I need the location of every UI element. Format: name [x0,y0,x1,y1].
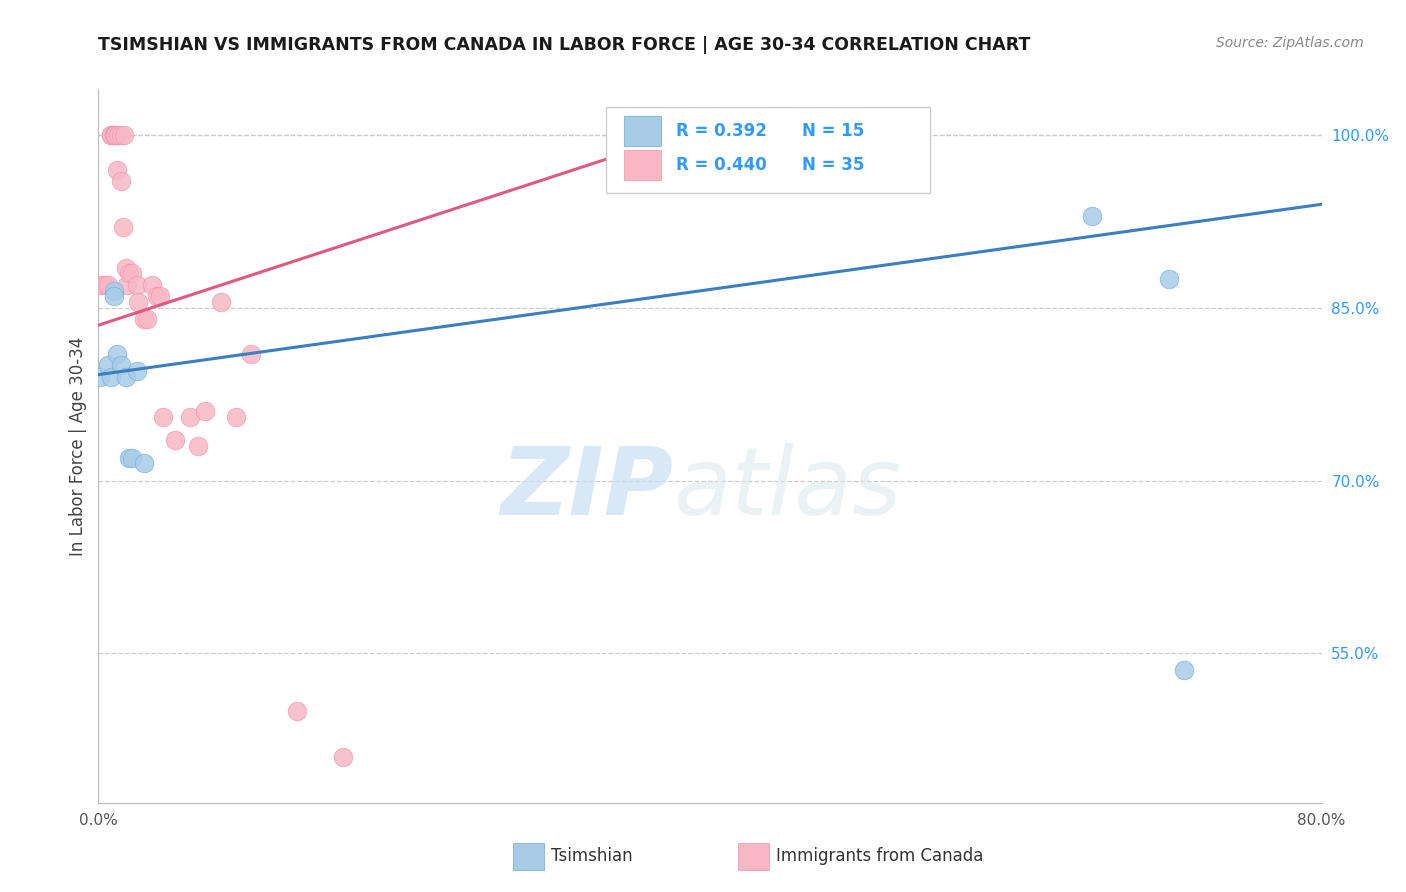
Point [152,410,174,425]
Text: N = 15: N = 15 [801,122,865,140]
Point [125,364,148,378]
Point [1173,664,1195,678]
Text: TSIMSHIAN VS IMMIGRANTS FROM CANADA IN LABOR FORCE | AGE 30-34 CORRELATION CHART: TSIMSHIAN VS IMMIGRANTS FROM CANADA IN L… [98,36,1031,54]
Point [134,312,156,326]
Bar [624,150,661,180]
Point [105,162,128,177]
Point [134,456,156,470]
Point [179,410,201,425]
Point [100,128,122,143]
Text: atlas: atlas [673,443,901,534]
Point [117,277,139,292]
Point [115,260,138,275]
Point [93,277,115,292]
Point [121,266,143,280]
Point [110,359,132,373]
Point [110,128,132,143]
Point [209,295,232,310]
Point [125,277,148,292]
Bar [624,116,661,146]
Point [332,749,354,764]
Text: ZIP: ZIP [501,442,673,535]
Point [103,284,125,298]
Point [1157,272,1180,286]
Point [141,277,163,292]
Point [103,128,125,143]
Point [103,289,125,303]
FancyBboxPatch shape [606,107,931,193]
Text: Source: ZipAtlas.com: Source: ZipAtlas.com [1216,36,1364,50]
Point [115,370,138,384]
Point [118,450,141,465]
Point [121,450,143,465]
Point [136,312,159,326]
Point [145,289,167,303]
Point [97,359,120,373]
Point [163,434,186,448]
Point [285,704,308,718]
Text: Tsimshian: Tsimshian [551,847,633,865]
Point [111,220,134,235]
Point [112,128,135,143]
Point [110,174,132,188]
Y-axis label: In Labor Force | Age 30-34: In Labor Force | Age 30-34 [69,336,87,556]
Point [225,410,247,425]
Point [100,128,122,143]
Point [187,439,209,453]
Text: R = 0.440: R = 0.440 [676,156,766,174]
Point [97,277,120,292]
Text: R = 0.392: R = 0.392 [676,122,766,140]
Point [105,347,128,361]
Point [194,404,217,418]
Point [149,289,172,303]
Text: Immigrants from Canada: Immigrants from Canada [776,847,983,865]
Point [89,277,111,292]
Point [1081,209,1104,223]
Point [100,370,122,384]
Point [240,347,263,361]
Text: N = 35: N = 35 [801,156,865,174]
Point [107,128,129,143]
Point [103,128,125,143]
Point [89,370,111,384]
Point [127,295,149,310]
Point [118,266,141,280]
Point [104,128,127,143]
